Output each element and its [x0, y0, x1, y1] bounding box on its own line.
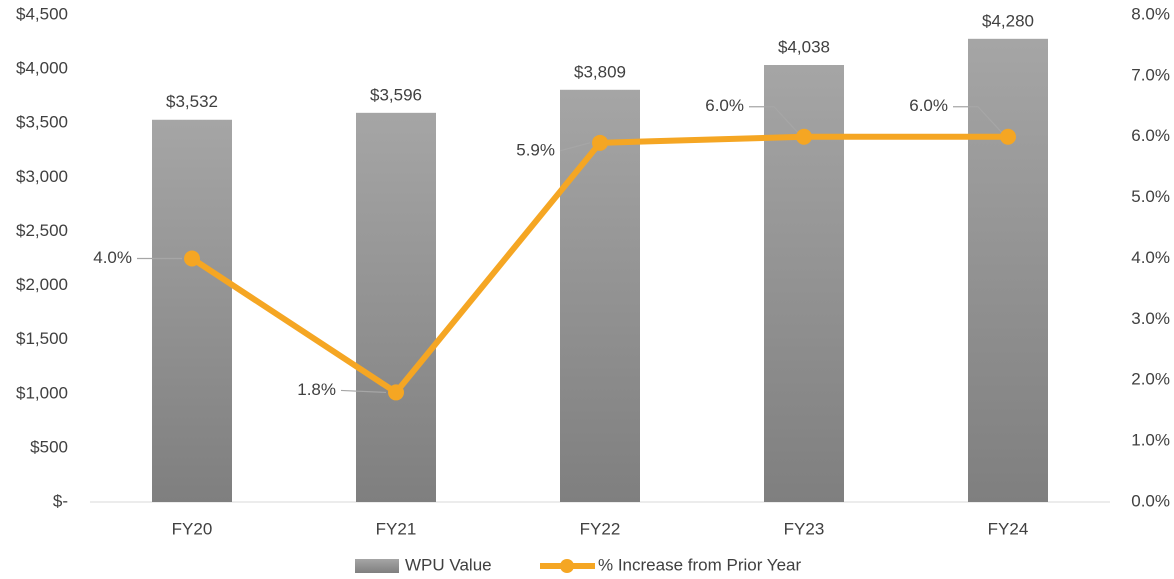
line-marker — [184, 250, 200, 267]
x-tick-label: FY24 — [988, 519, 1029, 538]
legend-label: WPU Value — [405, 555, 492, 574]
legend-swatch — [355, 559, 399, 573]
y2-tick-label: 2.0% — [1131, 370, 1170, 389]
bar-value-label: $4,280 — [982, 11, 1034, 30]
legend-label: % Increase from Prior Year — [598, 555, 801, 574]
x-tick-label: FY22 — [580, 519, 621, 538]
legend-marker — [560, 559, 574, 573]
bar-value-label: $3,809 — [574, 62, 626, 81]
x-tick-label: FY21 — [376, 519, 417, 538]
y-tick-label: $1,500 — [16, 329, 68, 348]
x-tick-label: FY23 — [784, 519, 825, 538]
y2-tick-label: 3.0% — [1131, 309, 1170, 328]
bar — [356, 112, 436, 502]
y-tick-label: $3,000 — [16, 167, 68, 186]
line-marker — [1000, 128, 1016, 145]
y2-tick-label: 6.0% — [1131, 126, 1170, 145]
y-tick-label: $4,500 — [16, 4, 68, 23]
y-tick-label: $3,500 — [16, 113, 68, 132]
leader-line — [340, 389, 387, 394]
bar-value-label: $3,596 — [370, 85, 422, 104]
line-value-label: 5.9% — [516, 140, 555, 159]
line-marker — [796, 128, 812, 145]
line-value-label: 1.8% — [297, 380, 336, 399]
leader-line — [559, 142, 591, 152]
bar-value-label: $3,532 — [166, 92, 218, 111]
bar-value-label: $4,038 — [778, 37, 830, 56]
y-tick-label: $- — [53, 491, 68, 510]
y2-tick-label: 0.0% — [1131, 491, 1170, 510]
line-value-label: 4.0% — [93, 248, 132, 267]
y2-tick-label: 5.0% — [1131, 187, 1170, 206]
line-marker — [388, 384, 404, 401]
line-marker — [592, 134, 608, 151]
line-value-label: 6.0% — [705, 96, 744, 115]
y-tick-label: $2,000 — [16, 275, 68, 294]
bar — [968, 38, 1048, 502]
bar — [560, 89, 640, 502]
leader-line — [749, 106, 799, 134]
y-tick-label: $500 — [30, 437, 68, 456]
y-tick-label: $2,500 — [16, 221, 68, 240]
line-value-label: 6.0% — [909, 96, 948, 115]
y2-tick-label: 8.0% — [1131, 4, 1170, 23]
x-tick-label: FY20 — [172, 519, 213, 538]
y-tick-label: $1,000 — [16, 383, 68, 402]
y2-tick-label: 7.0% — [1131, 65, 1170, 84]
bar — [152, 119, 232, 503]
y2-tick-label: 4.0% — [1131, 248, 1170, 267]
leader-line — [953, 106, 1003, 134]
y2-tick-label: 1.0% — [1131, 431, 1170, 450]
y-tick-label: $4,000 — [16, 59, 68, 78]
